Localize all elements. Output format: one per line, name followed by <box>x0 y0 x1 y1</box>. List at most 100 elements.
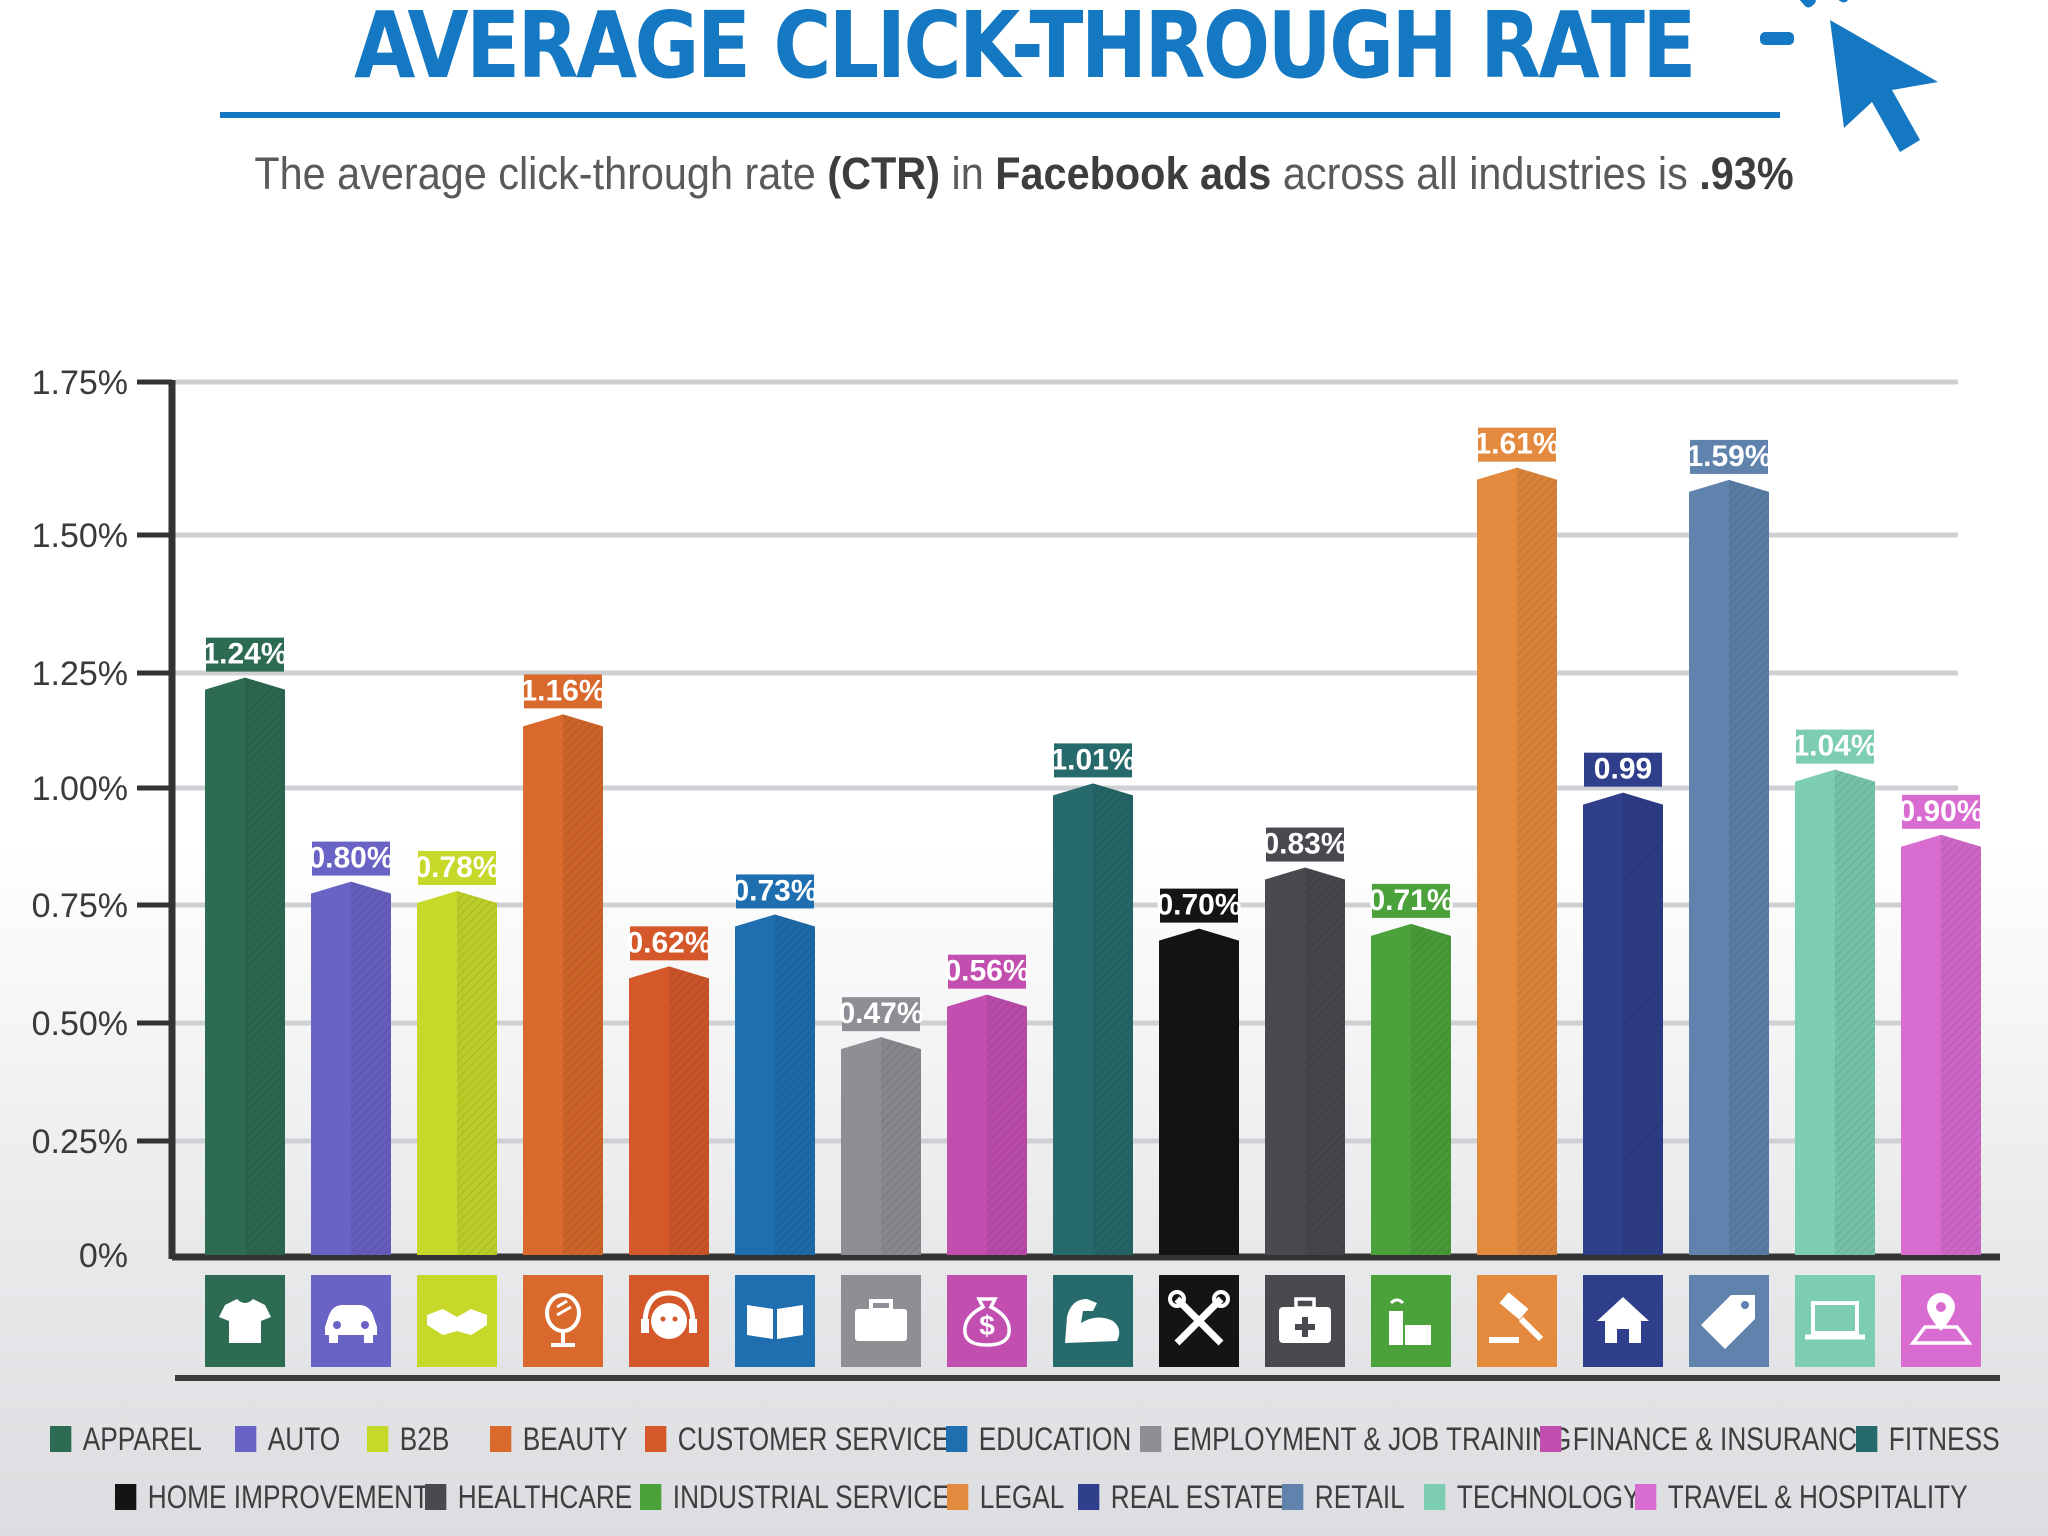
legend-item: EDUCATION <box>946 1418 1131 1460</box>
legend-item: TECHNOLOGY <box>1424 1476 1641 1518</box>
legend-item: REAL ESTATE <box>1078 1476 1284 1518</box>
y-tick-label: 1.00% <box>32 770 128 808</box>
data-label: 0.70% <box>1156 889 1241 922</box>
subtitle-text-2: in <box>940 148 996 199</box>
bar-shading <box>1199 928 1239 1255</box>
legend-label: FINANCE & INSURANCE <box>1572 1420 1875 1457</box>
bar: 0.99 <box>1583 752 1663 1255</box>
legend-swatch <box>1282 1484 1304 1510</box>
legend-label: HOME IMPROVEMENT <box>147 1478 430 1515</box>
legend-label: LEGAL <box>979 1478 1065 1515</box>
mirror-icon <box>523 1275 603 1367</box>
legend-label: HEALTHCARE <box>457 1478 633 1515</box>
data-label-box <box>630 926 708 961</box>
gavel-icon-glyph <box>1489 1292 1544 1343</box>
legend-swatch <box>1856 1426 1878 1452</box>
data-label: 0.78% <box>414 851 499 884</box>
data-label: 1.01% <box>1050 743 1135 776</box>
muscle-icon-glyph <box>1065 1299 1120 1343</box>
book-icon-glyph <box>747 1305 803 1339</box>
bar: 1.01% <box>1050 743 1136 1255</box>
data-label: 1.16% <box>520 674 605 707</box>
data-label-box <box>842 997 920 1032</box>
legend-swatch <box>1635 1484 1657 1510</box>
data-label: 0.99 <box>1594 753 1652 786</box>
data-label-box <box>1478 427 1556 462</box>
bar-shading <box>987 994 1027 1255</box>
bar-shading <box>1305 867 1345 1255</box>
price-tag-icon-glyph <box>1701 1295 1755 1349</box>
data-label: 0.80% <box>308 842 393 875</box>
legend-item: APPAREL <box>50 1418 202 1460</box>
map-pin-icon-glyph <box>1909 1293 1973 1345</box>
data-label: 0.71% <box>1368 884 1453 917</box>
bar: 1.16% <box>520 674 606 1255</box>
legend-swatch <box>947 1484 969 1510</box>
data-label-box <box>206 637 284 672</box>
legend-item: FITNESS <box>1856 1418 2000 1460</box>
data-label: 0.83% <box>1262 828 1347 861</box>
y-tick-label: 0.25% <box>32 1123 128 1161</box>
y-tick-label: 0% <box>79 1237 128 1275</box>
data-label-box <box>312 841 390 876</box>
bar-shading <box>1411 923 1451 1255</box>
chart-subtitle: The average click-through rate (CTR) in … <box>82 148 1966 200</box>
legend-label: FITNESS <box>1888 1420 2000 1457</box>
legend-swatch <box>1140 1426 1162 1452</box>
bar-shading <box>669 966 709 1255</box>
y-tick-label: 0.75% <box>32 887 128 925</box>
bar: 0.70% <box>1156 888 1242 1255</box>
legend-label: B2B <box>399 1420 450 1457</box>
bar: 0.56% <box>944 954 1030 1255</box>
tshirt-icon <box>205 1275 285 1367</box>
data-label: 1.61% <box>1474 428 1559 461</box>
money-bag-icon-glyph: $ <box>963 1297 1011 1347</box>
data-label: 0.47% <box>838 997 923 1030</box>
icon-tile <box>947 1275 1027 1367</box>
bar-shading <box>1835 769 1875 1255</box>
legend-label: EMPLOYMENT & JOB TRAINING <box>1172 1420 1572 1457</box>
bar: 0.71% <box>1368 883 1454 1255</box>
bar-shading <box>1623 792 1663 1255</box>
house-icon-glyph <box>1597 1297 1649 1343</box>
mirror-icon-glyph <box>545 1293 581 1347</box>
bar-shading <box>1517 467 1557 1255</box>
bar-shading <box>775 914 815 1255</box>
legend-label: REAL ESTATE <box>1110 1478 1284 1515</box>
briefcase-icon <box>841 1275 921 1367</box>
legend-swatch <box>1424 1484 1446 1510</box>
car-icon-glyph <box>325 1305 377 1343</box>
medical-kit-icon-glyph <box>1279 1297 1331 1343</box>
subtitle-text-3: across all industries is <box>1271 148 1700 199</box>
legend-label: TRAVEL & HOSPITALITY <box>1667 1478 1968 1515</box>
bar-shading <box>457 890 497 1255</box>
tools-icon <box>1159 1275 1239 1367</box>
bar: 1.24% <box>202 637 288 1255</box>
legend-swatch <box>640 1484 662 1510</box>
y-tick-label: 0.50% <box>32 1005 128 1043</box>
legend-swatch <box>490 1426 512 1452</box>
money-bag-icon: $ <box>947 1275 1027 1367</box>
chart-title: AVERAGE CLICK-THROUGH RATE <box>354 0 1696 99</box>
bar-chart: 0% 0.25% 0.50% 0.75% 1.00% 1.25% 1.50% 1.75% 1.… <box>32 364 2000 1381</box>
icon-tile <box>1371 1275 1451 1367</box>
subtitle-text-1: The average click-through rate <box>254 148 828 199</box>
factory-icon-glyph <box>1389 1298 1431 1345</box>
handshake-icon-glyph <box>427 1309 487 1335</box>
legend-label: EDUCATION <box>978 1420 1132 1457</box>
data-label: 1.04% <box>1792 730 1877 763</box>
cursor-click-icon <box>1760 0 1938 152</box>
data-label: 0.62% <box>626 926 711 959</box>
legend-item: EMPLOYMENT & JOB TRAINING <box>1140 1418 1571 1460</box>
legend-item: RETAIL <box>1282 1476 1405 1518</box>
subtitle-average-value: .93% <box>1699 148 1794 199</box>
bar: 0.73% <box>732 874 818 1255</box>
data-label-box <box>948 954 1026 989</box>
legend-label: TECHNOLOGY <box>1456 1478 1641 1515</box>
bar: 0.83% <box>1262 827 1348 1255</box>
legend-item: HEALTHCARE <box>425 1476 632 1518</box>
bar: 1.04% <box>1792 729 1878 1255</box>
legend-swatch <box>645 1426 667 1452</box>
book-icon <box>735 1275 815 1367</box>
bar-shading <box>1941 834 1981 1255</box>
